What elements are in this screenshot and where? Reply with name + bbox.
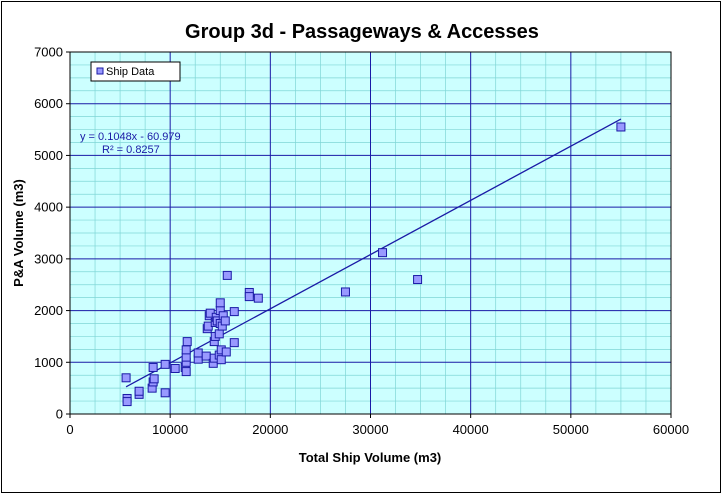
y-tick-label: 2000 <box>34 303 63 318</box>
data-point <box>121 373 131 383</box>
x-tick-label: 10000 <box>152 422 188 437</box>
legend-label: Ship Data <box>106 66 155 78</box>
data-point <box>413 275 423 285</box>
trendline-equation: y = 0.1048x - 60.979 <box>80 131 181 143</box>
x-tick-label: 50000 <box>553 422 589 437</box>
x-tick-label: 0 <box>66 422 73 437</box>
x-tick-label: 40000 <box>453 422 489 437</box>
data-point <box>170 363 180 373</box>
data-point <box>378 248 388 258</box>
data-point <box>122 397 132 407</box>
data-point <box>134 386 144 396</box>
y-tick-label: 1000 <box>34 355 63 370</box>
y-tick-label: 5000 <box>34 148 63 163</box>
data-point <box>253 293 263 303</box>
data-point <box>181 367 191 377</box>
y-axis-title: P&A Volume (m3) <box>11 179 26 287</box>
x-tick-label: 20000 <box>252 422 288 437</box>
legend: Ship Data <box>90 61 181 82</box>
x-tick-label: 30000 <box>352 422 388 437</box>
data-point <box>216 355 226 365</box>
legend-marker <box>96 67 104 75</box>
data-point <box>244 292 254 302</box>
y-tick-label: 6000 <box>34 96 63 111</box>
data-points <box>121 122 626 407</box>
data-point <box>229 307 239 317</box>
data-point <box>160 359 170 369</box>
trendline-r-squared: R² = 0.8257 <box>102 144 160 156</box>
data-point <box>182 337 192 347</box>
data-point <box>148 362 158 372</box>
y-tick-label: 4000 <box>34 200 63 215</box>
data-point <box>616 122 626 132</box>
data-point <box>340 287 350 297</box>
data-point <box>214 329 224 339</box>
data-point <box>220 316 230 326</box>
data-point <box>160 388 170 398</box>
data-point <box>215 298 225 308</box>
legend-box <box>90 61 181 82</box>
data-point <box>221 347 231 357</box>
data-point <box>181 345 191 355</box>
data-point <box>149 374 159 384</box>
y-tick-label: 0 <box>56 407 63 422</box>
trendline-line <box>125 118 622 388</box>
chart-title: Group 3d - Passageways & Accesses <box>185 21 539 43</box>
major-gridlines <box>70 52 671 414</box>
data-point <box>229 338 239 348</box>
trendline <box>125 118 622 388</box>
y-tick-label: 7000 <box>34 45 63 60</box>
data-point <box>222 270 232 280</box>
y-axis-ticks: 0 1000 2000 3000 4000 5000 6000 7000 <box>34 45 70 422</box>
data-point <box>193 348 203 358</box>
x-axis-ticks: 0 10000 20000 30000 40000 50000 60000 <box>66 414 689 437</box>
x-axis-title: Total Ship Volume (m3) <box>299 450 442 465</box>
y-tick-label: 3000 <box>34 251 63 266</box>
x-tick-label: 60000 <box>653 422 689 437</box>
